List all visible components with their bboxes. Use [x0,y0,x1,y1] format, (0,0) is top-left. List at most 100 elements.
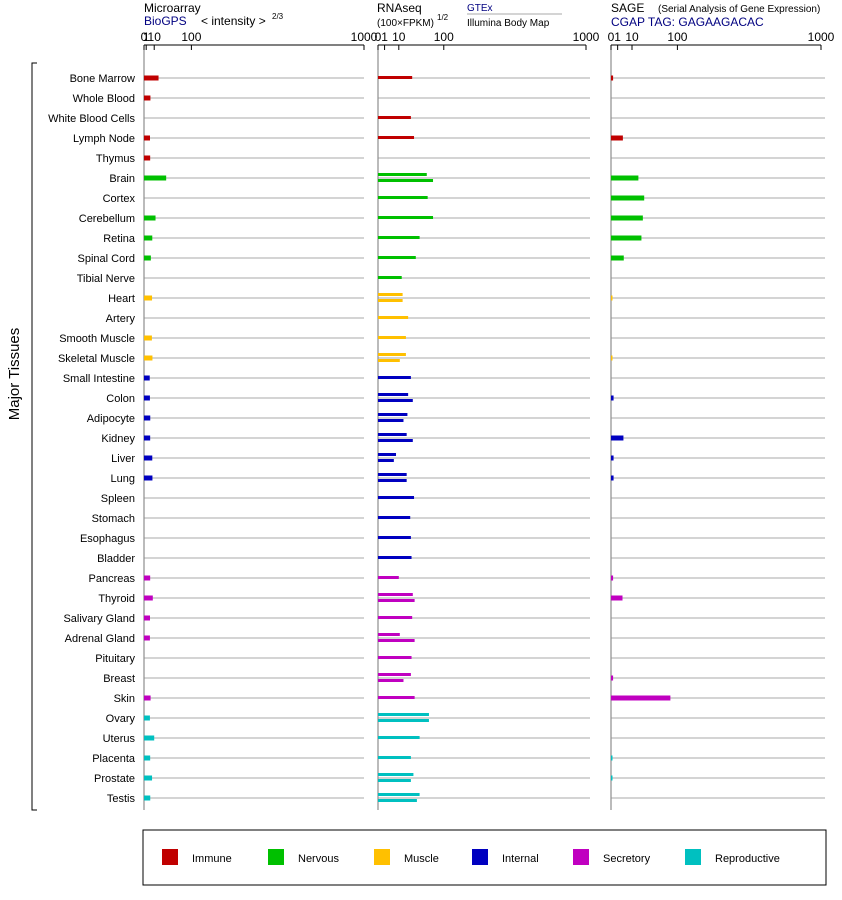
tissue-label: White Blood Cells [48,113,135,125]
gtex-bar [378,736,420,739]
legend-box [142,829,827,886]
gtex-bar [378,376,411,379]
y-axis-label: Major Tissues [6,328,23,421]
tissue-label: Prostate [94,773,135,785]
illumina-bar [378,419,404,422]
legend-swatch [162,849,178,865]
sage-bar [611,215,643,221]
tissue-label: Pancreas [89,573,136,585]
tissue-label: Lung [111,473,135,485]
tissue-label: Adrenal Gland [65,633,135,645]
sage-tick-label: 1000 [808,30,835,44]
legend-label: Secretory [603,853,651,865]
illumina-bar [378,799,417,802]
gtex-bar [378,756,411,759]
microarray-bar [144,635,150,641]
microarray-bar [144,615,150,621]
legend-swatch [374,849,390,865]
microarray-bar [144,415,151,421]
gtex-bar [378,556,412,559]
gtex-bar [378,276,402,279]
gtex-bar [378,473,407,476]
sage-bar [611,355,613,361]
row-gridlines [144,77,825,799]
rnaseq-tick-label: 0 [375,30,382,44]
illumina-bar [378,399,413,402]
gtex-bar [378,196,428,199]
legend: Immune Nervous Muscle Internal Secretory Repr… [142,829,827,886]
sage-bar [611,675,614,681]
illumina-bar [378,639,415,642]
sage-source: CGAP TAG: GAGAAGACAC [611,15,764,29]
microarray-bar [144,215,156,221]
tissue-label: Lymph Node [73,133,135,145]
microarray-bar [144,395,150,401]
tissue-label: Skin [114,693,135,705]
sage-bar [611,595,623,601]
gtex-bar [378,656,412,659]
gtex-bar [378,576,399,579]
sage-title: SAGE [611,1,644,15]
illumina-bar [378,459,394,462]
tissue-label: Adipocyte [87,413,135,425]
microarray-source: BioGPS [144,14,187,28]
microarray-bar [144,455,153,461]
gtex-bar [378,453,397,456]
tissue-label: Uterus [103,733,136,745]
tissue-label: Placenta [92,753,136,765]
microarray-bar [144,775,153,781]
microarray-bar [144,235,153,241]
sage-bar [611,75,614,81]
illumina-bar [378,719,429,722]
illumina-bar [378,439,413,442]
sage-bar [611,195,645,201]
gtex-bar [378,433,407,436]
y-axis: Major Tissues [6,62,37,811]
gtex-bar [378,256,416,259]
microarray-tick-label: 0 [141,30,148,44]
tissue-label: Stomach [92,513,135,525]
legend-label: Internal [502,853,539,865]
microarray-bar [144,295,153,301]
sage-bar [611,695,671,701]
gtex-bar [378,393,409,396]
sage-bar [611,775,613,781]
gtex-bar [378,236,420,239]
tissue-label: Artery [106,313,136,325]
tissue-label: Cortex [103,193,136,205]
gtex-bar [378,76,413,79]
gtex-bar [378,593,413,596]
gtex-bar [378,353,406,356]
sage-tick-label: 1 [614,30,621,44]
sage-bar [611,395,614,401]
gtex-bar [378,773,414,776]
rnaseq-source-gtex: GTEx [467,3,493,14]
tissue-label: Spleen [101,493,135,505]
microarray-bar [144,355,153,361]
tissue-label: Cerebellum [79,213,135,225]
microarray-bar [144,95,151,101]
sage-bar [611,575,614,581]
tissue-labels: Bone Marrow Whole Blood White Blood Cells L… [48,73,136,805]
rnaseq-scale-exponent: 1/2 [437,13,449,22]
tissue-label: Thyroid [98,593,135,605]
gtex-bar [378,616,413,619]
microarray-bar [144,335,152,341]
sage-bar [611,435,624,441]
illumina-bar [378,599,415,602]
microarray-tick-label: 10 [148,30,162,44]
y-axis-bracket [31,62,37,811]
microarray-bar [144,375,150,381]
legend-label: Muscle [404,853,439,865]
microarray-bar [144,255,151,261]
illumina-bar [378,179,434,182]
sage-tick-label: 10 [625,30,639,44]
illumina-bar [378,679,404,682]
sage-bar [611,235,642,241]
tissue-label: Retina [103,233,136,245]
gtex-bar [378,633,400,636]
microarray-tick-label: 1000 [351,30,378,44]
microarray-bar [144,795,151,801]
